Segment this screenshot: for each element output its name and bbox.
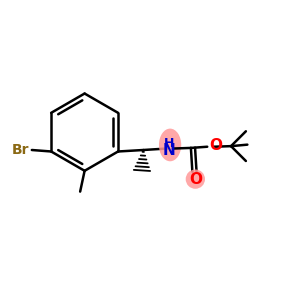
Text: O: O bbox=[189, 172, 202, 187]
Text: Br: Br bbox=[11, 143, 29, 157]
Text: H: H bbox=[164, 137, 175, 150]
Ellipse shape bbox=[159, 129, 181, 161]
Text: O: O bbox=[210, 138, 223, 153]
Text: N: N bbox=[163, 143, 176, 158]
Ellipse shape bbox=[186, 169, 205, 189]
